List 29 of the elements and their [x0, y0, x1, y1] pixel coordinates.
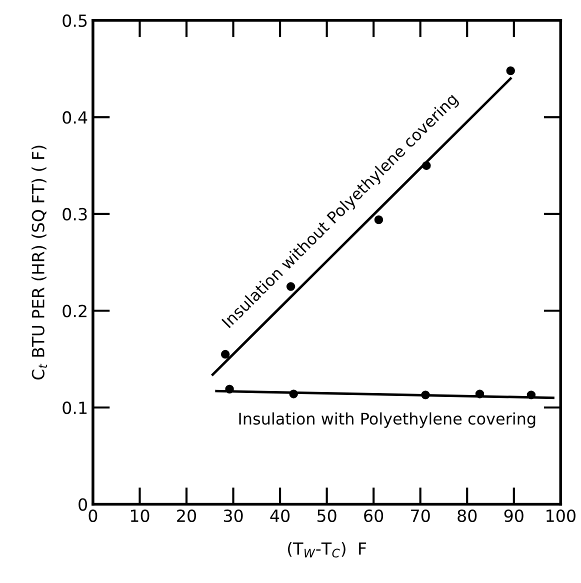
point [220, 350, 230, 359]
x-tick-label: 100 [546, 509, 576, 522]
x-tick-label: 70 [411, 509, 430, 522]
point [286, 282, 296, 291]
y-tick-label: 0 [78, 498, 87, 511]
x-tick-label: 20 [177, 509, 196, 522]
x-tick-label: 60 [364, 509, 384, 522]
x-axis-title: (T$_{W}$-T$_{C}$) F [288, 542, 366, 558]
series-label: Insulation with Polyethylene covering [239, 412, 536, 428]
x-tick-label: 40 [270, 509, 290, 522]
x-tick-label: 50 [317, 509, 336, 522]
y-axis-title: C$_{t}$ BTU PER (HR) (SQ FT) ( F) [32, 146, 47, 380]
x-tick-label: 30 [224, 509, 243, 522]
point [421, 390, 430, 400]
point [526, 390, 536, 400]
point [422, 161, 431, 170]
point [289, 390, 298, 398]
y-tick-label: 0.1 [62, 401, 87, 414]
x-tick-label: 90 [504, 509, 524, 522]
y-tick-label: 0.2 [62, 304, 86, 318]
x-tick-label: 0 [88, 509, 98, 522]
point [506, 66, 515, 76]
y-tick-label: 0.4 [62, 111, 88, 124]
point [225, 384, 234, 394]
point [475, 390, 484, 398]
x-tick-label: 10 [130, 509, 150, 522]
x-tick-label: 80 [458, 509, 477, 522]
y-tick-label: 0.5 [62, 14, 87, 27]
y-tick-label: 0.3 [62, 208, 87, 221]
